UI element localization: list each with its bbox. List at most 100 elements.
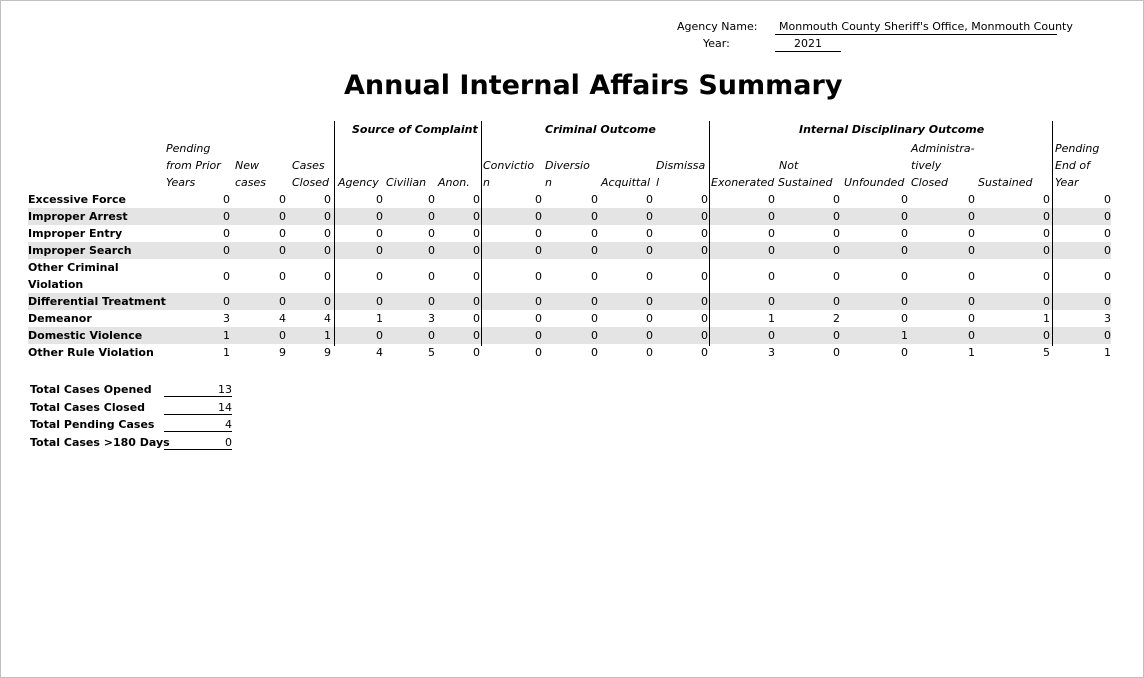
row-label: Other Rule Violation bbox=[28, 346, 154, 359]
table-cell: 0 bbox=[1104, 193, 1111, 206]
col-pending-end: Pending End of Year bbox=[1055, 142, 1100, 189]
table-cell: 0 bbox=[833, 269, 840, 283]
table-cell: 0 bbox=[286, 208, 331, 225]
table-cell: 0 bbox=[653, 242, 708, 259]
table-cell: 0 bbox=[535, 227, 542, 240]
table-cell: 0 bbox=[653, 327, 708, 344]
table-cell: 0 bbox=[901, 193, 908, 206]
col-acquittal: Acquittal bbox=[601, 176, 651, 189]
table-cell: 5 bbox=[1043, 346, 1050, 359]
table-cell: 0 bbox=[591, 312, 598, 325]
table-row: Other Rule Violation 1 9 9 4 5 0 0 0 0 0 3 0 0 1 5 1 bbox=[28, 344, 1111, 361]
table-cell: 0 bbox=[646, 312, 653, 325]
col-cases-closed: Cases Closed bbox=[292, 159, 329, 189]
table-cell: 0 bbox=[975, 293, 1050, 310]
table-row: Demeanor 3 4 4 1 3 0 0 0 0 0 1 2 0 0 1 3 bbox=[28, 310, 1111, 327]
table-cell: 0 bbox=[708, 208, 775, 225]
table-cell: 0 bbox=[646, 269, 653, 283]
table-cell: 0 bbox=[383, 327, 435, 344]
table-cell: 0 bbox=[598, 293, 653, 310]
table-cell: 0 bbox=[542, 327, 598, 344]
total-label: Total Cases Opened bbox=[30, 383, 152, 396]
row-label: Improper Search bbox=[28, 242, 166, 259]
table-cell: 0 bbox=[535, 193, 542, 206]
table-cell: 0 bbox=[1104, 269, 1111, 283]
table-cell: 0 bbox=[542, 208, 598, 225]
table-cell: 0 bbox=[768, 193, 775, 206]
table-cell: 2 bbox=[833, 312, 840, 325]
table-cell: 0 bbox=[1050, 242, 1111, 259]
table-cell: 0 bbox=[901, 312, 908, 325]
table-cell: 0 bbox=[279, 269, 286, 283]
col-sustained: Sustained bbox=[978, 176, 1033, 189]
table-cell: 1 bbox=[768, 312, 775, 325]
table-cell: 3 bbox=[768, 346, 775, 359]
table-cell: 1 bbox=[1043, 312, 1050, 325]
total-label: Total Cases Closed bbox=[30, 400, 146, 414]
table-cell: 0 bbox=[428, 269, 435, 283]
table-cell: 0 bbox=[435, 293, 480, 310]
table-row: Improper Entry 0 0 0 0 0 0 0 0 0 0 0 0 0 0 0 0 bbox=[28, 225, 1111, 242]
table-cell: 0 bbox=[1043, 193, 1050, 206]
total-label: Total Cases >180 Days bbox=[30, 435, 170, 449]
table-cell: 0 bbox=[591, 193, 598, 206]
table-cell: 0 bbox=[480, 327, 542, 344]
table-cell: 0 bbox=[598, 208, 653, 225]
table-cell: 0 bbox=[1104, 227, 1111, 240]
table-cell: 0 bbox=[840, 293, 908, 310]
group-source-of-complaint: Source of Complaint bbox=[352, 123, 478, 136]
table-cell: 3 bbox=[223, 312, 230, 325]
table-row: Improper Search 0 0 0 0 0 0 0 0 0 0 0 0 0 0 0 0 bbox=[28, 242, 1111, 259]
table-cell: 0 bbox=[975, 242, 1050, 259]
group-internal-disciplinary: Internal Disciplinary Outcome bbox=[799, 123, 985, 136]
row-label: Other Criminal Violation bbox=[28, 261, 119, 291]
table-cell: 0 bbox=[701, 269, 708, 283]
table-cell: 0 bbox=[535, 346, 542, 359]
table-cell: 1 bbox=[1104, 346, 1111, 359]
table-cell: 0 bbox=[833, 227, 840, 240]
table-cell: 0 bbox=[768, 227, 775, 240]
table-cell: 0 bbox=[535, 269, 542, 283]
table-cell: 0 bbox=[166, 242, 230, 259]
table-cell: 9 bbox=[279, 346, 286, 359]
table-cell: 0 bbox=[230, 327, 286, 344]
table-cell: 0 bbox=[166, 208, 230, 225]
table-cell: 0 bbox=[591, 269, 598, 283]
col-civilian: Civilian bbox=[386, 176, 427, 189]
table-cell: 0 bbox=[833, 346, 840, 359]
table-cell: 0 bbox=[968, 193, 975, 206]
table-cell: 0 bbox=[480, 242, 542, 259]
table-cell: 0 bbox=[331, 327, 383, 344]
table-cell: 5 bbox=[428, 346, 435, 359]
table-cell: 0 bbox=[598, 327, 653, 344]
year-label: Year: bbox=[703, 37, 730, 50]
table-cell: 0 bbox=[376, 227, 383, 240]
table-cell: 0 bbox=[968, 312, 975, 325]
table-cell: 0 bbox=[701, 193, 708, 206]
group-criminal-outcome: Criminal Outcome bbox=[545, 123, 656, 136]
total-value: 13 bbox=[164, 383, 232, 397]
table-cell: 0 bbox=[1050, 208, 1111, 225]
table-cell: 0 bbox=[480, 293, 542, 310]
table-cell: 0 bbox=[901, 269, 908, 283]
table-cell: 0 bbox=[701, 312, 708, 325]
row-label: Domestic Violence bbox=[28, 327, 166, 344]
table-cell: 0 bbox=[376, 269, 383, 283]
col-pending-prior: Pending from Prior Years bbox=[166, 142, 221, 189]
table-cell: 0 bbox=[840, 208, 908, 225]
row-label: Excessive Force bbox=[28, 193, 126, 206]
table-cell: 0 bbox=[286, 293, 331, 310]
table-cell: 0 bbox=[428, 227, 435, 240]
table-cell: 1 bbox=[286, 327, 331, 344]
table-cell: 0 bbox=[775, 242, 840, 259]
table-cell: 0 bbox=[775, 327, 840, 344]
table-cell: 0 bbox=[230, 208, 286, 225]
table-cell: 0 bbox=[473, 269, 480, 283]
table-cell: 4 bbox=[324, 312, 331, 325]
total-value: 14 bbox=[164, 401, 232, 415]
table-cell: 0 bbox=[653, 293, 708, 310]
table-cell: 0 bbox=[473, 193, 480, 206]
table-cell: 0 bbox=[591, 346, 598, 359]
total-label: Total Pending Cases bbox=[30, 418, 155, 431]
total-value: 0 bbox=[164, 436, 232, 450]
